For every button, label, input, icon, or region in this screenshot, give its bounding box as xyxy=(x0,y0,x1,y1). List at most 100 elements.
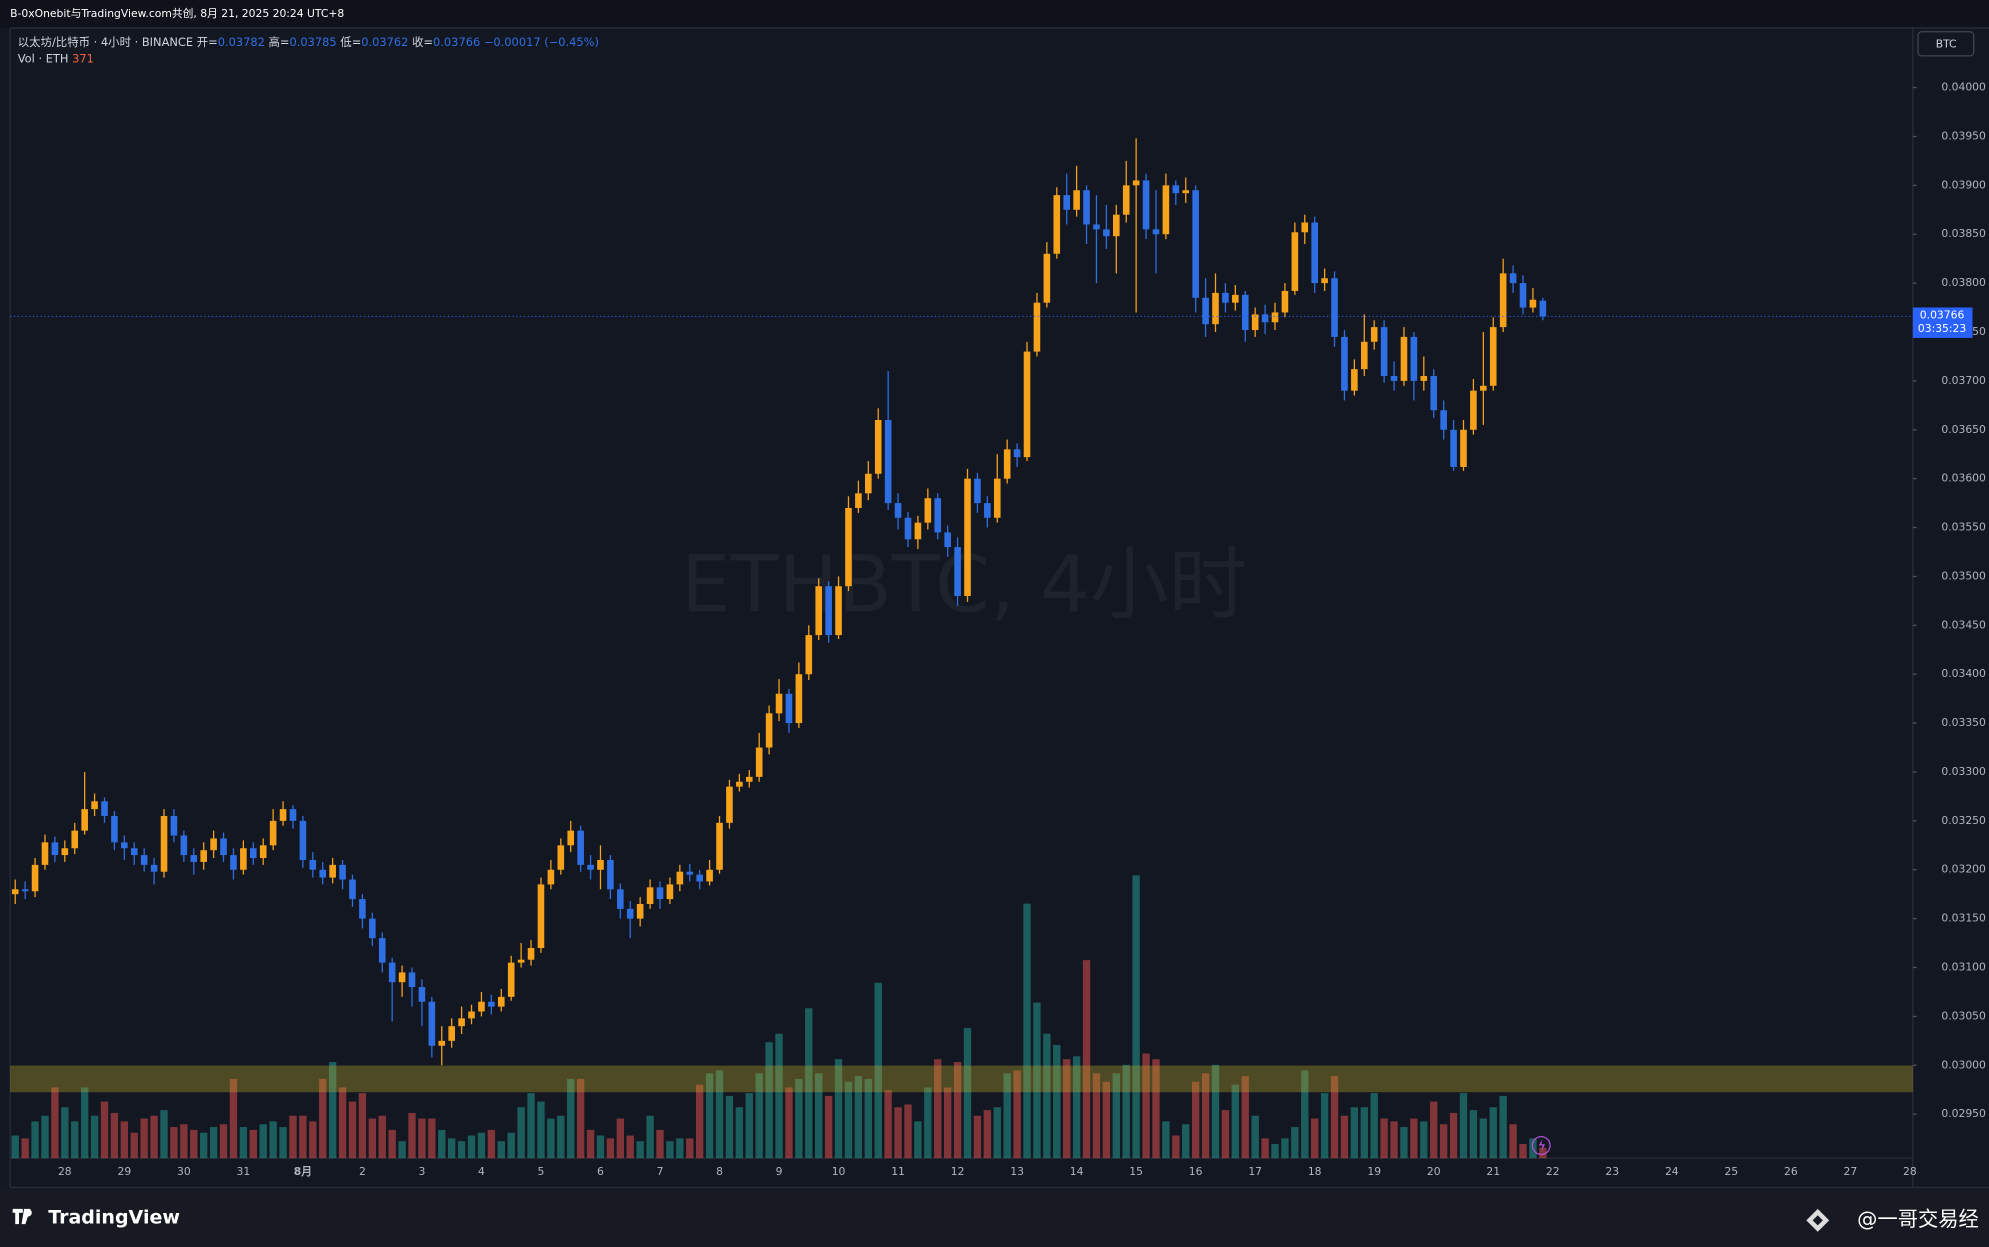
candle-body xyxy=(309,859,317,870)
x-tick-label: 11 xyxy=(891,1165,905,1178)
volume-bar xyxy=(755,1073,763,1159)
candle-body xyxy=(1172,185,1180,194)
candle-body xyxy=(388,962,396,983)
candle-body xyxy=(1003,449,1011,479)
currency[interactable]: BTC xyxy=(1936,37,1957,50)
x-tick-label: 13 xyxy=(1010,1165,1024,1178)
x-tick-label: 7 xyxy=(657,1165,664,1178)
candle-body xyxy=(398,972,406,983)
volume-bar xyxy=(209,1127,218,1159)
volume-bar xyxy=(249,1129,257,1159)
legend: 以太坊/比特币 · 4小时 · BINANCE 开=0.03782 高=0.03… xyxy=(18,34,599,48)
candle-body xyxy=(448,1026,455,1041)
candle-body xyxy=(775,693,783,714)
candle-body xyxy=(1043,253,1051,303)
candle-body xyxy=(11,889,19,895)
y-tick-label: 0.03200 xyxy=(1941,863,1986,876)
y-tick-label: 0.03500 xyxy=(1941,569,1986,582)
candle-body xyxy=(944,532,951,548)
volume-bar xyxy=(319,1078,327,1159)
volume-bar xyxy=(557,1115,565,1159)
volume-bar xyxy=(467,1135,476,1159)
candle-body xyxy=(200,850,207,862)
candle-body xyxy=(259,845,267,859)
volume-bar xyxy=(1092,1073,1101,1159)
volume-bar xyxy=(1182,1124,1190,1159)
volume-bar xyxy=(616,1118,624,1159)
volume-bar xyxy=(527,1093,535,1159)
volume-bar xyxy=(1499,1095,1507,1159)
candle-body xyxy=(339,864,346,880)
currency-box[interactable] xyxy=(1917,31,1975,57)
volume-bar xyxy=(785,1087,793,1159)
candle-body xyxy=(1083,190,1090,225)
candle-body xyxy=(567,830,575,846)
change: −0.00017 (−0.45%) xyxy=(484,34,599,48)
volume-bar xyxy=(656,1129,664,1159)
volume-bar xyxy=(21,1138,29,1159)
volume-bar xyxy=(408,1112,416,1159)
x-tick-label: 8月 xyxy=(294,1165,312,1178)
volume-bar xyxy=(1489,1107,1497,1159)
volume-bar xyxy=(170,1127,178,1159)
x-tick-label: 23 xyxy=(1605,1165,1619,1178)
ohlc-value: 0.03766 xyxy=(433,34,480,48)
candle-body xyxy=(61,848,69,856)
volume-bar xyxy=(1311,1118,1319,1159)
candle-body xyxy=(21,889,29,892)
x-tick-label: 26 xyxy=(1784,1165,1798,1178)
candle-body xyxy=(785,693,793,724)
candle-body xyxy=(1192,190,1199,298)
candle-body xyxy=(210,838,217,851)
footer-bar xyxy=(0,1187,1989,1247)
candle-body xyxy=(1142,180,1150,230)
candle-body xyxy=(121,842,128,849)
volume-bar xyxy=(795,1078,803,1159)
candle-body xyxy=(1162,185,1170,235)
alert-icon[interactable] xyxy=(1531,1135,1551,1155)
candle-body xyxy=(1311,222,1318,284)
caption-bar xyxy=(0,0,1989,28)
candle-body xyxy=(1380,327,1388,377)
candle-body xyxy=(736,781,743,787)
x-tick-label: 28 xyxy=(1903,1165,1917,1178)
volume-bar xyxy=(1122,1064,1130,1159)
ohlc-label: 开= xyxy=(197,34,218,48)
candle-body xyxy=(1033,302,1041,352)
candle-body xyxy=(418,987,426,1002)
x-tick-label: 4 xyxy=(478,1165,485,1178)
volume-bar xyxy=(567,1078,575,1159)
candle-body xyxy=(1013,449,1021,458)
volume-bar xyxy=(715,1070,724,1159)
x-tick-label: 6 xyxy=(597,1165,604,1178)
x-tick-label: 16 xyxy=(1189,1165,1203,1178)
candle-body xyxy=(676,871,684,885)
alert-icon[interactable] xyxy=(1538,1139,1546,1152)
candle-body xyxy=(1489,327,1497,386)
candle-body xyxy=(1182,190,1190,194)
caption: B-0xOnebit与TradingView.com共创, 8月 21, 202… xyxy=(10,7,344,20)
candle-body xyxy=(1271,312,1279,323)
volume-bar xyxy=(904,1104,912,1159)
volume-bar xyxy=(1102,1081,1111,1159)
candle-body xyxy=(884,420,892,504)
watermark: ETHBTC, 4小时 xyxy=(681,538,1247,630)
volume-bar xyxy=(51,1087,59,1159)
volume-bar xyxy=(805,1008,813,1159)
candle-body xyxy=(1232,294,1239,303)
volume-bar xyxy=(269,1121,277,1159)
y-tick-label: 0.03250 xyxy=(1941,814,1986,827)
candle-body xyxy=(497,996,505,1007)
candle-body xyxy=(458,1018,465,1027)
logo: TradingView xyxy=(48,1206,180,1228)
candle-body xyxy=(190,855,198,862)
candle-body xyxy=(468,1011,475,1019)
volume-bar xyxy=(576,1078,585,1159)
candle-body xyxy=(974,478,981,504)
volume-bar xyxy=(725,1095,734,1159)
volume-bar xyxy=(71,1121,79,1159)
volume-bar xyxy=(1360,1107,1368,1159)
volume-bar xyxy=(180,1124,188,1159)
candle-body xyxy=(1480,385,1487,391)
